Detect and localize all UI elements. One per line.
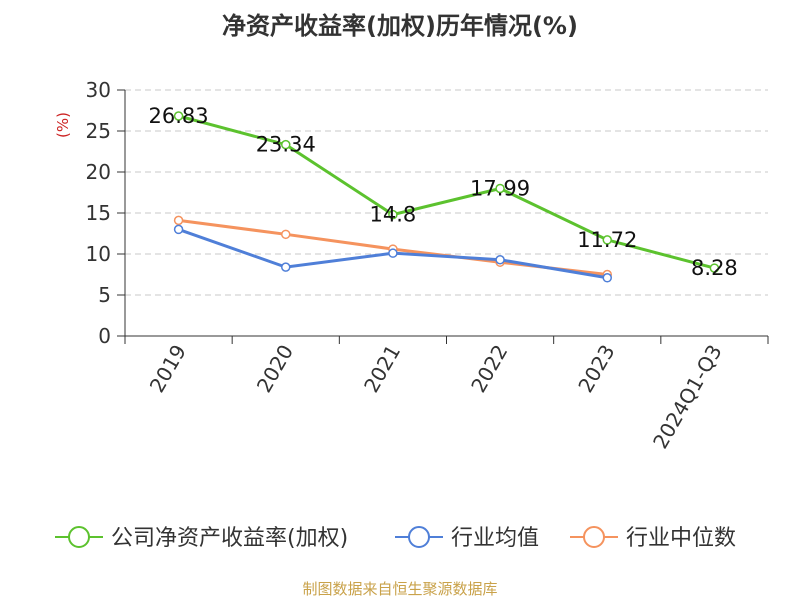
data-point — [709, 263, 720, 273]
data-label: 23.34 — [256, 133, 316, 157]
y-tick-label: 15 — [86, 201, 111, 225]
legend-marker — [408, 526, 430, 548]
legend-label: 行业均值 — [451, 526, 539, 551]
y-tick-label: 30 — [86, 78, 111, 102]
legend-label: 公司净资产收益率(加权) — [111, 526, 348, 551]
legend-marker — [68, 526, 90, 548]
data-label: 8.28 — [691, 256, 738, 280]
data-point — [495, 183, 505, 194]
data-label: 14.8 — [370, 203, 417, 227]
series-line — [178, 114, 715, 270]
y-tick-label: 0 — [98, 324, 111, 348]
data-point — [173, 111, 184, 121]
data-point — [173, 224, 184, 235]
data-label: 17.99 — [470, 176, 530, 200]
data-label: 26.83 — [149, 104, 209, 128]
y-tick-label: 5 — [98, 283, 111, 307]
grid-lines — [125, 89, 768, 296]
x-tick-label: 2020 — [252, 341, 298, 397]
data-labels: 26.83 23.34 14.8 17.99 11.72 8.28 — [149, 104, 738, 280]
data-point — [602, 235, 612, 245]
y-tick-label: 25 — [86, 119, 111, 143]
series-lines — [173, 111, 720, 283]
x-tick-label: 2019 — [145, 341, 191, 397]
x-tick-label: 2022 — [466, 341, 512, 397]
data-point — [388, 248, 398, 258]
data-point — [281, 139, 291, 150]
data-point — [602, 273, 612, 283]
data-label: 11.72 — [577, 228, 637, 252]
legend-marker — [583, 526, 605, 548]
y-tick-label: 20 — [86, 160, 111, 184]
data-point — [281, 229, 291, 240]
x-tick-label: 2021 — [359, 341, 405, 397]
chart-title: 净资产收益率(加权)历年情况(%) — [222, 12, 578, 40]
y-axis-label: (%) — [54, 112, 72, 138]
data-point — [281, 262, 291, 272]
legend-label: 行业中位数 — [626, 526, 736, 551]
y-tick-label: 10 — [86, 242, 111, 266]
data-point — [388, 209, 398, 220]
data-point — [173, 215, 184, 226]
x-tick-label: 2023 — [573, 341, 619, 397]
source-note: 制图数据来自恒生聚源数据库 — [302, 580, 498, 598]
data-point — [495, 254, 505, 265]
x-tick-label: 2024Q1-Q3 — [648, 341, 727, 453]
legend: 公司净资产收益率(加权) 行业均值 行业中位数 — [55, 526, 736, 551]
axes: 0 5 10 15 20 25 30 2019 2020 2021 2022 2023 2024Q1-Q… — [86, 78, 769, 453]
